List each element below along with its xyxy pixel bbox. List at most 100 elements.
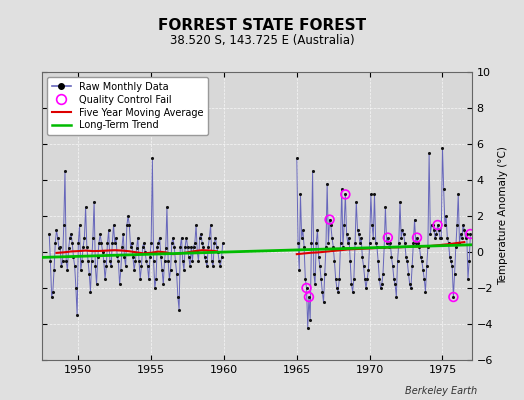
Point xyxy=(181,243,189,250)
Point xyxy=(144,263,152,270)
Text: 38.520 S, 143.725 E (Australia): 38.520 S, 143.725 E (Australia) xyxy=(170,34,354,47)
Point xyxy=(384,234,392,241)
Point xyxy=(102,263,111,270)
Point xyxy=(388,263,397,270)
Point xyxy=(83,243,91,250)
Point xyxy=(347,281,356,288)
Point xyxy=(196,231,205,237)
Point xyxy=(177,234,185,241)
Y-axis label: Temperature Anomaly (°C): Temperature Anomaly (°C) xyxy=(498,146,508,286)
Point xyxy=(324,240,333,246)
Point xyxy=(454,191,463,198)
Point xyxy=(160,258,169,264)
Point xyxy=(119,231,127,237)
Point xyxy=(146,254,154,261)
Point xyxy=(309,168,317,174)
Point xyxy=(411,240,420,246)
Point xyxy=(325,216,334,223)
Point xyxy=(104,227,113,234)
Point xyxy=(445,254,454,261)
Point xyxy=(48,294,56,300)
Point xyxy=(84,258,92,264)
Point xyxy=(369,234,377,241)
Point xyxy=(58,258,67,264)
Point xyxy=(192,222,200,228)
Point xyxy=(60,222,68,228)
Point xyxy=(376,285,385,291)
Point xyxy=(334,288,342,295)
Point xyxy=(97,240,105,246)
Point xyxy=(356,240,364,246)
Text: FORREST STATE FOREST: FORREST STATE FOREST xyxy=(158,18,366,33)
Point xyxy=(370,191,379,198)
Point xyxy=(303,324,312,331)
Point xyxy=(203,263,211,270)
Point xyxy=(355,231,363,237)
Point xyxy=(357,234,365,241)
Point xyxy=(326,222,335,228)
Point xyxy=(96,231,104,237)
Point xyxy=(125,222,134,228)
Point xyxy=(292,155,301,162)
Point xyxy=(159,281,168,288)
Point xyxy=(443,234,452,241)
Point xyxy=(108,240,116,246)
Text: Berkeley Earth: Berkeley Earth xyxy=(405,386,477,396)
Point xyxy=(442,213,450,219)
Point xyxy=(392,294,400,300)
Point xyxy=(75,222,84,228)
Point xyxy=(183,243,192,250)
Point xyxy=(90,198,99,205)
Point xyxy=(141,249,149,255)
Point xyxy=(78,258,86,264)
Point xyxy=(341,191,350,198)
Point xyxy=(434,227,443,234)
Point xyxy=(353,227,362,234)
Point xyxy=(107,263,115,270)
Point xyxy=(313,227,322,234)
Point xyxy=(213,243,221,250)
Point xyxy=(352,198,361,205)
Point xyxy=(431,234,440,241)
Point xyxy=(348,288,357,295)
Point xyxy=(216,263,225,270)
Point xyxy=(49,288,57,295)
Point xyxy=(350,276,358,282)
Point xyxy=(441,222,449,228)
Point xyxy=(51,240,59,246)
Point xyxy=(358,254,367,261)
Point xyxy=(328,234,336,241)
Point xyxy=(361,276,369,282)
Point xyxy=(449,294,457,300)
Point xyxy=(406,281,414,288)
Point xyxy=(463,231,471,237)
Point xyxy=(417,254,425,261)
Point xyxy=(386,240,395,246)
Point xyxy=(295,267,303,273)
Point xyxy=(52,227,61,234)
Point xyxy=(161,245,170,252)
Point xyxy=(396,198,404,205)
Point xyxy=(110,222,118,228)
Point xyxy=(165,276,173,282)
Point xyxy=(432,231,441,237)
Point xyxy=(206,222,215,228)
Point xyxy=(436,234,444,241)
Point xyxy=(425,150,433,156)
Point xyxy=(164,258,172,264)
Point xyxy=(302,285,311,291)
Point xyxy=(106,258,114,264)
Point xyxy=(130,267,138,273)
Point xyxy=(351,240,359,246)
Point xyxy=(413,234,421,241)
Point xyxy=(418,258,426,264)
Point xyxy=(391,281,399,288)
Point xyxy=(306,317,314,324)
Point xyxy=(149,258,158,264)
Point xyxy=(335,276,344,282)
Point xyxy=(191,240,199,246)
Point xyxy=(374,258,383,264)
Point xyxy=(359,263,368,270)
Point xyxy=(373,243,381,250)
Point xyxy=(92,281,101,288)
